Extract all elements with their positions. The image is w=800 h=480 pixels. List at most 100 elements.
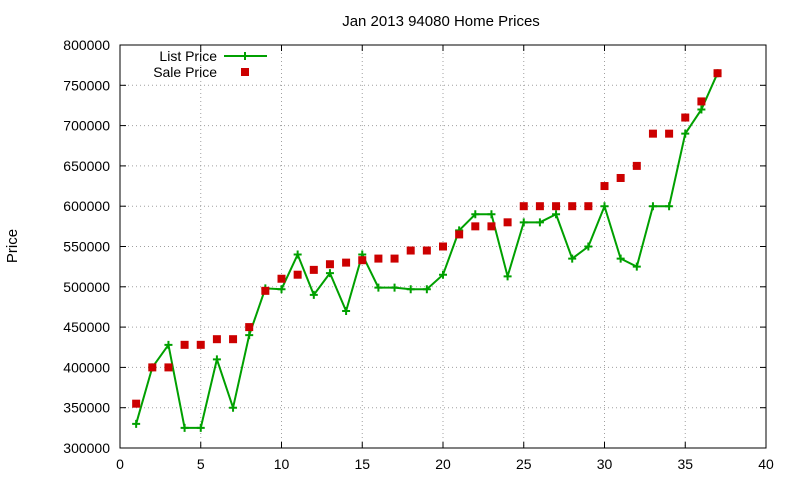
chart-title: Jan 2013 94080 Home Prices — [342, 13, 540, 30]
plot-frame — [119, 44, 767, 449]
y-axis-ticks: 300000 350000 400000 450000 500000 550000 6000… — [63, 37, 766, 456]
data-point — [519, 202, 528, 211]
data-point — [277, 285, 286, 294]
data-point — [552, 202, 561, 211]
x-tick-label: 20 — [435, 456, 451, 472]
data-point — [422, 246, 431, 255]
data-point — [406, 246, 415, 255]
data-point — [471, 222, 480, 231]
y-tick-label: 350000 — [63, 400, 110, 416]
data-point — [164, 363, 173, 372]
data-point — [390, 283, 399, 292]
data-point — [503, 218, 512, 227]
data-point — [342, 306, 351, 315]
data-point — [293, 250, 302, 259]
x-tick-label: 25 — [516, 456, 532, 472]
data-point — [180, 423, 189, 432]
legend-marker-swatch — [241, 52, 249, 60]
x-tick-label: 40 — [758, 456, 774, 472]
x-tick-label: 10 — [274, 456, 290, 472]
data-point — [535, 202, 544, 211]
data-point — [455, 230, 464, 239]
legend-item: List Price — [159, 48, 267, 64]
y-tick-label: 300000 — [63, 440, 110, 456]
data-point — [374, 254, 383, 263]
data-point — [309, 265, 318, 274]
data-point — [697, 97, 706, 106]
data-point — [148, 363, 157, 372]
data-point — [229, 335, 238, 344]
data-point — [535, 218, 544, 227]
data-point — [600, 182, 609, 191]
data-point — [358, 256, 367, 265]
x-axis-ticks: 0 5 10 15 20 25 30 35 40 — [116, 45, 774, 472]
data-point — [196, 423, 205, 432]
data-point — [245, 323, 254, 332]
data-point — [439, 270, 447, 279]
data-point — [293, 270, 302, 279]
y-tick-label: 700000 — [63, 118, 110, 134]
data-point — [422, 285, 431, 294]
data-point — [212, 355, 221, 364]
x-tick-label: 35 — [677, 456, 693, 472]
data-point — [406, 285, 415, 294]
series-layer — [132, 69, 722, 432]
y-tick-label: 500000 — [63, 279, 110, 295]
y-tick-label: 400000 — [63, 359, 110, 375]
legend-label: List Price — [159, 48, 217, 64]
data-point — [681, 113, 690, 122]
x-tick-label: 5 — [197, 456, 205, 472]
data-point — [616, 173, 625, 182]
data-point — [503, 272, 512, 281]
data-point — [487, 222, 496, 231]
data-point — [277, 274, 286, 283]
data-point — [616, 254, 625, 263]
data-point — [568, 202, 577, 211]
data-point — [196, 340, 205, 349]
y-tick-label: 450000 — [63, 319, 110, 335]
data-point — [713, 69, 722, 78]
data-point — [212, 335, 221, 344]
y-tick-label: 650000 — [63, 158, 110, 174]
data-point — [229, 403, 238, 412]
data-point — [665, 202, 674, 211]
data-point — [439, 242, 447, 251]
data-point — [325, 260, 334, 269]
y-tick-label: 600000 — [63, 198, 110, 214]
data-point — [648, 129, 657, 138]
x-tick-label: 30 — [597, 456, 613, 472]
data-point — [648, 202, 657, 211]
data-point — [632, 262, 641, 271]
series-sale-price — [132, 69, 722, 408]
data-point — [164, 340, 173, 349]
y-axis-label: Price — [4, 229, 21, 263]
y-tick-label: 800000 — [63, 37, 110, 53]
legend-label: Sale Price — [153, 64, 217, 80]
data-point — [471, 210, 480, 219]
legend-item: Sale Price — [153, 64, 249, 80]
data-point — [374, 283, 383, 292]
data-point — [487, 210, 496, 219]
data-point — [584, 202, 593, 211]
data-point — [632, 161, 641, 170]
data-point — [132, 419, 141, 428]
series-list-price — [132, 69, 722, 432]
x-tick-label: 15 — [354, 456, 370, 472]
data-point — [390, 254, 399, 263]
data-point — [552, 210, 561, 219]
data-point — [309, 290, 318, 299]
data-point — [681, 129, 690, 138]
data-point — [180, 340, 189, 349]
legend-marker-swatch — [241, 68, 249, 76]
data-point — [519, 218, 528, 227]
data-point — [600, 202, 609, 211]
data-point — [261, 286, 270, 295]
y-tick-label: 750000 — [63, 77, 110, 93]
data-point — [342, 258, 351, 267]
data-point — [665, 129, 674, 138]
data-point — [568, 254, 577, 263]
x-tick-label: 0 — [116, 456, 124, 472]
data-point — [325, 269, 334, 278]
